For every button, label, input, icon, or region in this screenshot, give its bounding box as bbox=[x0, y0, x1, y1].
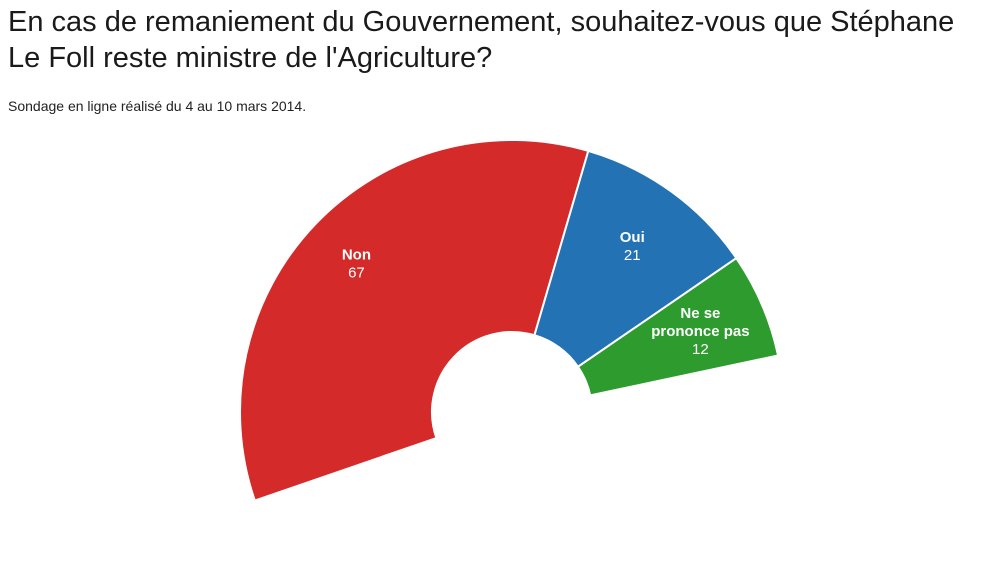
pie-slices bbox=[239, 139, 780, 502]
slice-value-text: 21 bbox=[624, 247, 641, 264]
pie-labels: Non 67 Oui 21 Ne se prononce pas 12 bbox=[342, 229, 750, 358]
pie-slice-1 bbox=[239, 139, 590, 502]
slice-label-1: Non 67 bbox=[342, 247, 371, 282]
slice-label-2: Oui 21 bbox=[620, 229, 645, 264]
slice-category-text: Ne se bbox=[680, 305, 720, 322]
slice-category-text: Non bbox=[342, 247, 371, 264]
chart-subtitle: Sondage en ligne réalisé du 4 au 10 mars… bbox=[8, 98, 307, 114]
slice-value-text: 12 bbox=[692, 341, 709, 358]
slice-category-text: prononce pas bbox=[651, 323, 749, 340]
slice-category-text: Oui bbox=[620, 229, 645, 246]
slice-label-3: Ne se prononce pas 12 bbox=[651, 305, 749, 358]
pie-slice-2 bbox=[533, 149, 738, 369]
chart-title: En cas de remaniement du Gouvernement, s… bbox=[8, 6, 955, 74]
pie-slice-3 bbox=[576, 256, 780, 397]
slice-value-text: 67 bbox=[348, 265, 365, 282]
